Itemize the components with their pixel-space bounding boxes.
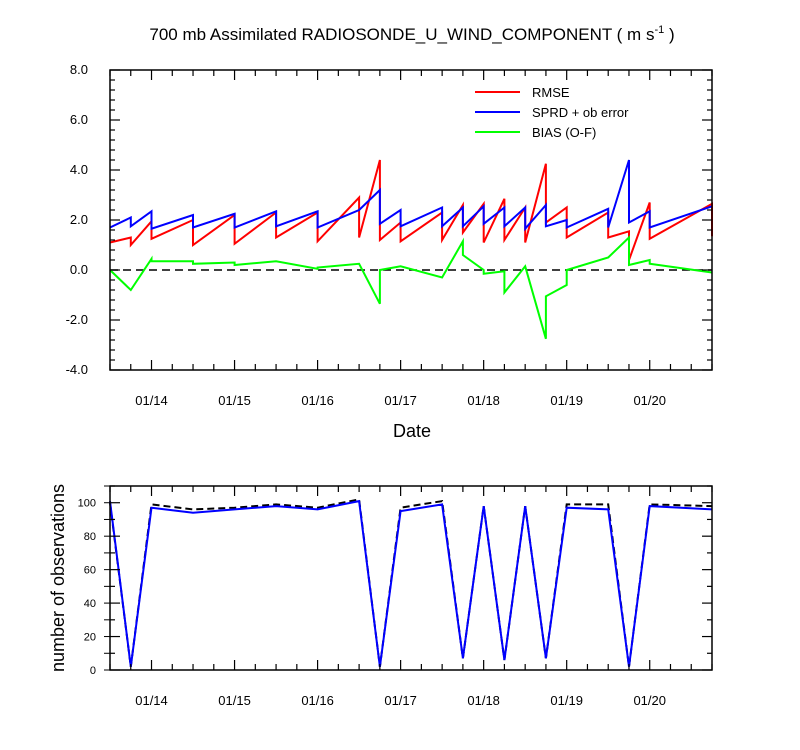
x-tick-label: 01/20: [633, 693, 666, 708]
y-tick-label: 20: [84, 632, 96, 644]
series-line-bias-o-f: [109, 235, 713, 340]
bottom-plot-frame: [109, 485, 713, 671]
y-tick-label: 6.0: [70, 112, 88, 127]
chart-title-end: ): [664, 25, 674, 44]
y-tick-label: 60: [84, 565, 96, 577]
chart-title: 700 mb Assimilated RADIOSONDE_U_WIND_COM…: [149, 24, 674, 44]
y-tick-label: 80: [84, 531, 96, 543]
legend-label: BIAS (O-F): [532, 125, 596, 140]
x-tick-label: 01/17: [384, 393, 417, 408]
x-tick-label: 01/14: [135, 693, 168, 708]
y-tick-label: 2.0: [70, 212, 88, 227]
y-tick-label: -4.0: [66, 362, 88, 377]
x-tick-label: 01/14: [135, 393, 168, 408]
x-tick-label: 01/15: [218, 693, 251, 708]
x-tick-label: 01/18: [467, 693, 500, 708]
legend: RMSE SPRD + ob error BIAS (O-F): [475, 85, 629, 140]
x-tick-label: 01/16: [301, 693, 334, 708]
y-tick-label: 0.0: [70, 262, 88, 277]
top-chart-panel: 700 mb Assimilated RADIOSONDE_U_WIND_COM…: [66, 24, 713, 441]
series-line-expected-count: [109, 498, 713, 667]
y-tick-label: -2.0: [66, 312, 88, 327]
x-tick-label: 01/16: [301, 393, 334, 408]
y-tick-label: 100: [78, 498, 96, 510]
y-axis-label-observations: number of observations: [48, 484, 68, 672]
series-line-sprd-ob-error: [109, 159, 713, 232]
x-tick-label: 01/18: [467, 393, 500, 408]
y-tick-label: 40: [84, 598, 96, 610]
x-tick-label: 01/20: [633, 393, 666, 408]
bottom-chart-panel: 01/14 01/15 01/16 01/17 01/18 01/19 01/20 0 20 40…: [48, 484, 713, 708]
chart-title-superscript: -1: [654, 24, 664, 36]
y-tick-label: 0: [90, 665, 96, 677]
series-line-assimilated-count: [109, 499, 713, 667]
x-tick-label: 01/19: [550, 393, 583, 408]
x-axis-label: Date: [393, 421, 431, 441]
y-tick-label: 4.0: [70, 162, 88, 177]
x-tick-label: 01/17: [384, 693, 417, 708]
x-tick-label: 01/15: [218, 393, 251, 408]
legend-label: RMSE: [532, 85, 570, 100]
legend-label: SPRD + ob error: [532, 105, 629, 120]
chart-title-main: 700 mb Assimilated RADIOSONDE_U_WIND_COM…: [149, 25, 654, 44]
y-tick-label: 8.0: [70, 62, 88, 77]
x-tick-label: 01/19: [550, 693, 583, 708]
